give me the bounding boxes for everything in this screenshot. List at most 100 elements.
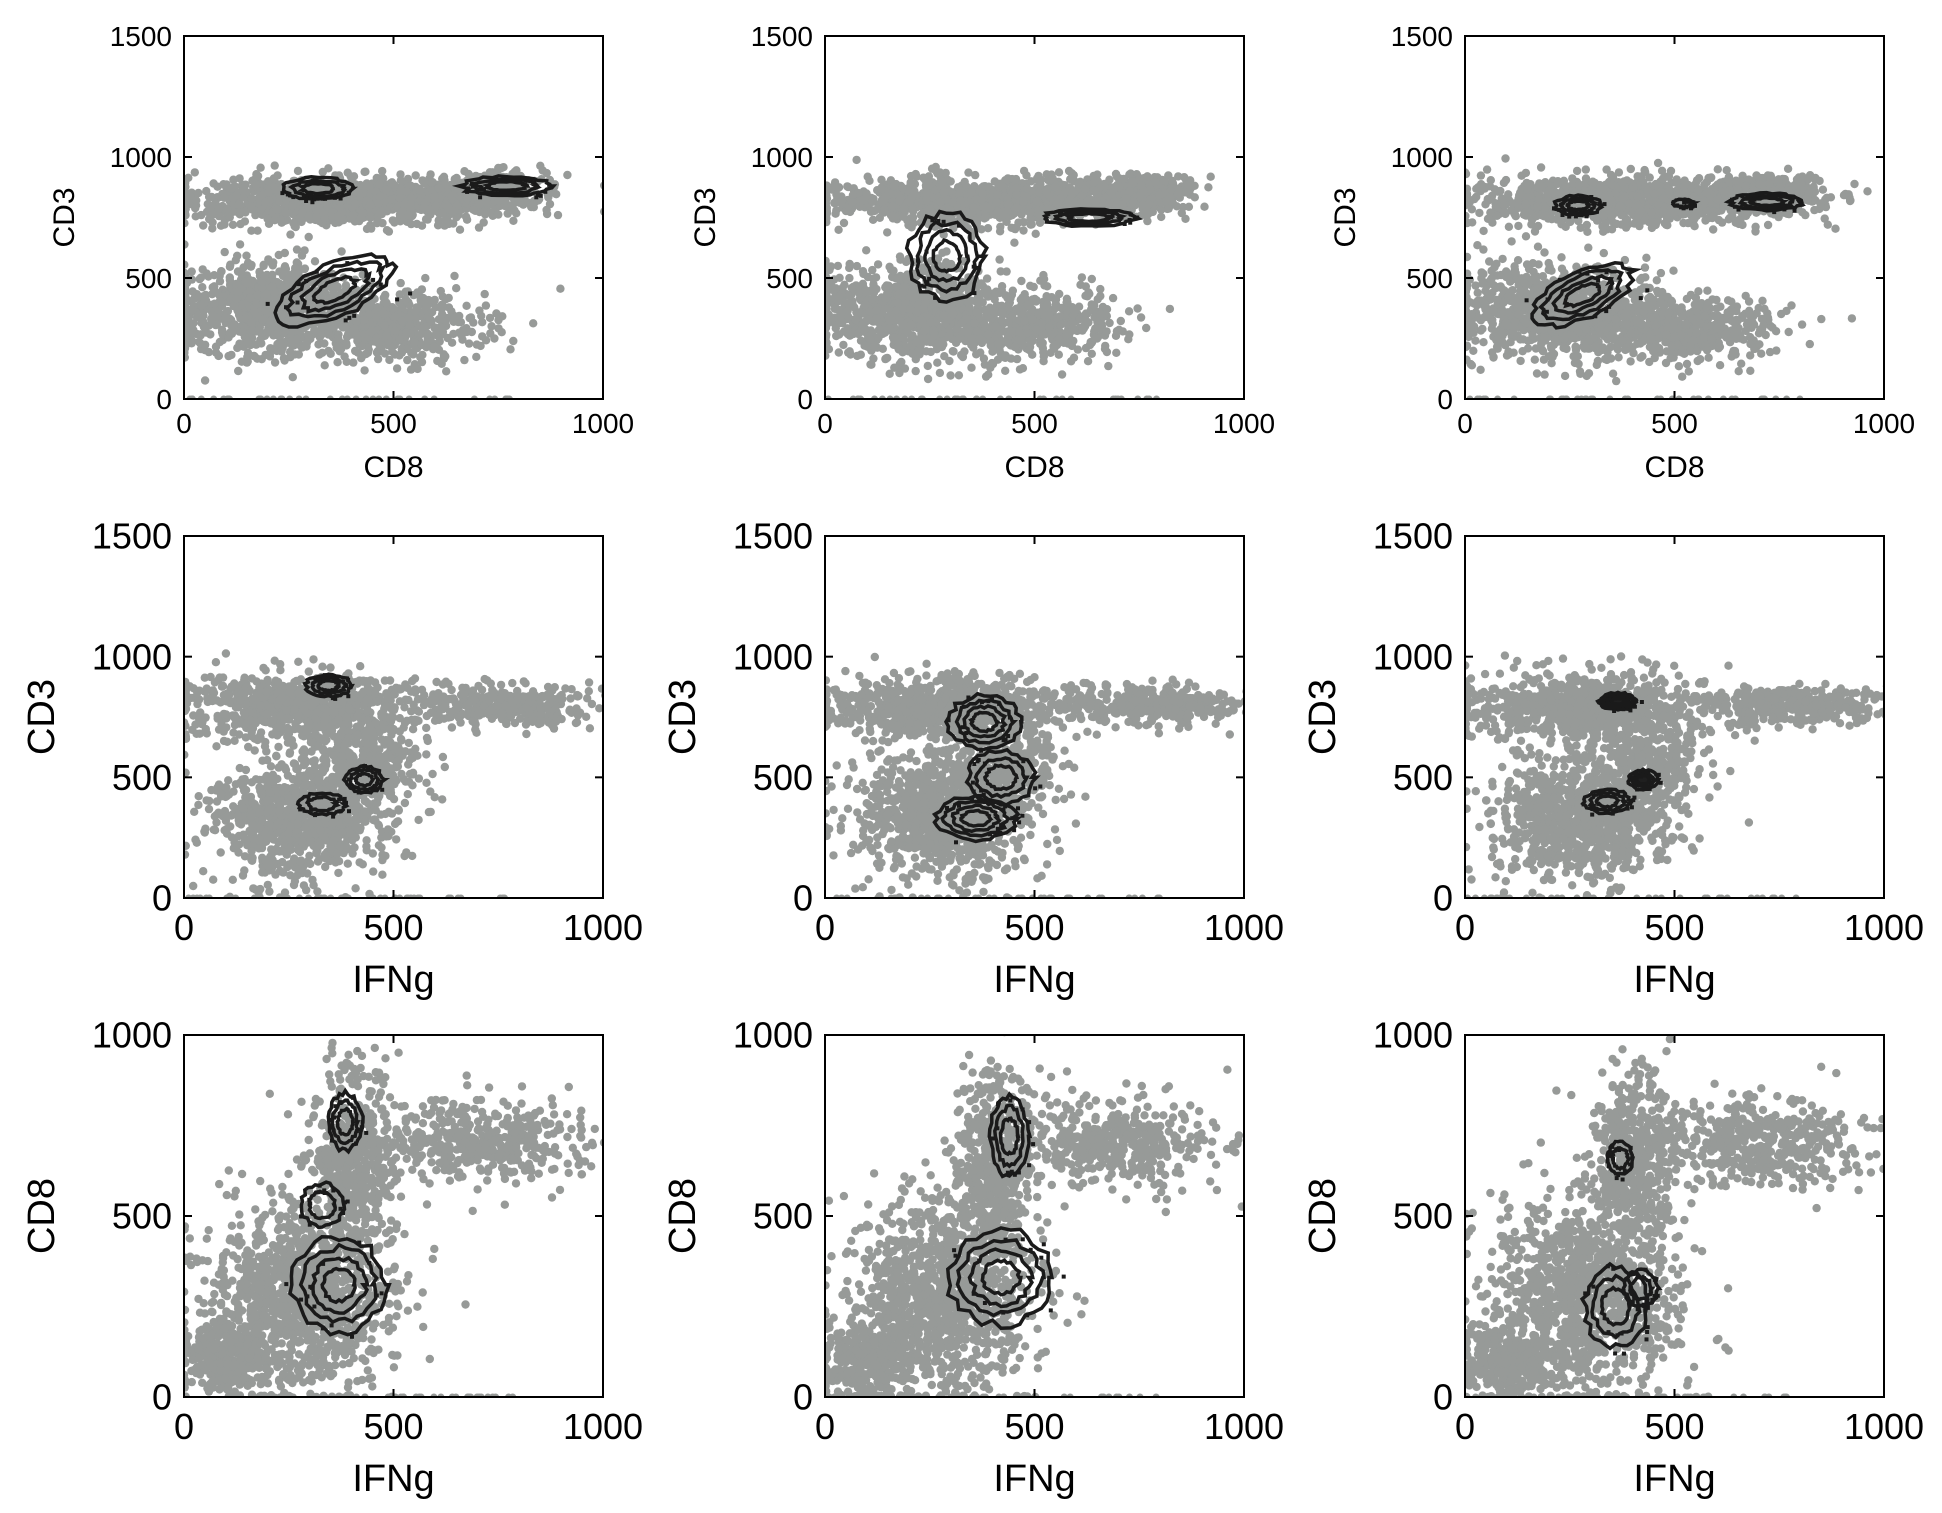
scatter-point <box>310 257 320 266</box>
scatter-point <box>268 282 277 291</box>
scatter-point <box>288 373 297 382</box>
scatter-point <box>380 321 389 330</box>
scatter-point <box>382 226 392 235</box>
scatter-point <box>361 349 370 359</box>
scatter-point <box>289 316 298 325</box>
scatter-point <box>509 336 518 346</box>
scatter-point <box>1019 197 1028 206</box>
scatter-point <box>410 307 420 316</box>
scatter-point <box>1083 197 1092 206</box>
scatter-point <box>464 339 474 348</box>
scatter-point <box>204 347 214 357</box>
scatter-point <box>844 299 853 308</box>
scatter-point <box>188 328 198 337</box>
scatter-point <box>995 255 1004 264</box>
scatter-point <box>247 318 256 327</box>
scatter-point <box>212 320 222 329</box>
scatter-point <box>362 224 372 234</box>
scatter-point <box>510 169 519 178</box>
scatter-point <box>481 210 490 219</box>
scatter-point <box>263 327 272 336</box>
scatter-point <box>1012 203 1021 212</box>
scatter-point <box>241 314 250 323</box>
scatter-point <box>452 173 461 183</box>
scatter-point <box>302 338 312 347</box>
scatter-point <box>269 174 278 183</box>
scatter-point <box>235 174 244 183</box>
scatter-point <box>395 335 404 344</box>
scatter-point <box>1143 216 1152 226</box>
scatter-point <box>825 214 831 223</box>
scatter-point <box>386 179 395 188</box>
scatter-point <box>906 178 915 187</box>
scatter-point <box>375 192 384 201</box>
scatter-point <box>442 367 451 376</box>
scatter-point <box>472 352 481 362</box>
scatter-point <box>865 176 874 185</box>
scatter-point <box>421 273 430 283</box>
scatter-point <box>260 272 269 281</box>
scatter-points <box>825 155 1215 399</box>
scatter-point <box>234 366 243 376</box>
scatter-point <box>360 315 369 325</box>
scatter-point <box>827 183 836 192</box>
scatter-point <box>529 319 538 328</box>
contour-speck <box>280 191 285 196</box>
scatter-point <box>939 187 948 197</box>
scatter-point <box>288 201 297 211</box>
scatter-point <box>228 220 238 229</box>
contour-speck <box>320 196 325 201</box>
scatter-point <box>885 369 894 378</box>
scatter-point <box>868 265 877 275</box>
scatter-point <box>990 177 999 186</box>
scatter-point <box>198 283 207 292</box>
scatter-point <box>199 311 208 320</box>
contour-speck <box>345 261 350 266</box>
scatter-point <box>365 180 374 190</box>
scatter-point <box>366 327 376 337</box>
scatter-point <box>388 304 397 313</box>
scatter-point <box>434 345 444 354</box>
scatter-point <box>995 227 1005 236</box>
scatter-point <box>281 264 291 274</box>
scatter-point <box>425 315 435 324</box>
scatter-point <box>281 208 291 218</box>
scatter-point <box>411 171 420 180</box>
scatter-point <box>542 209 552 219</box>
scatter-point <box>898 212 908 221</box>
scatter-point <box>337 247 346 256</box>
contour-speck <box>343 318 348 323</box>
scatter-point <box>1011 174 1021 184</box>
scatter-point <box>234 200 243 209</box>
scatter-point <box>270 161 279 170</box>
scatter-point <box>382 298 391 307</box>
contour-speck <box>346 190 351 195</box>
scatter-point <box>292 245 302 254</box>
scatter-point <box>438 208 447 218</box>
scatter-point <box>415 186 425 195</box>
scatter-point <box>184 260 189 269</box>
contour-line <box>311 274 363 305</box>
scatter-point <box>494 315 503 325</box>
x-axis-label: CD8 <box>363 451 423 484</box>
scatter-point <box>413 364 422 374</box>
scatter-point <box>266 317 275 326</box>
scatter-point <box>406 365 416 374</box>
scatter-point <box>191 204 200 213</box>
scatter-point <box>879 196 889 205</box>
scatter-point <box>361 167 370 176</box>
scatter-point <box>425 205 434 214</box>
scatter-point <box>832 206 841 215</box>
x-tick-label: 0 <box>176 408 192 439</box>
scatter-point <box>249 307 259 316</box>
scatter-point <box>482 198 492 207</box>
scatter-point <box>310 326 319 335</box>
scatter-point <box>905 197 915 207</box>
scatter-point <box>447 338 457 347</box>
scatter-point <box>263 214 272 224</box>
scatter-point <box>220 220 229 229</box>
scatter-point <box>883 228 892 237</box>
scatter-point <box>964 168 973 177</box>
scatter-point <box>993 207 1003 216</box>
scatter-point <box>220 247 229 257</box>
